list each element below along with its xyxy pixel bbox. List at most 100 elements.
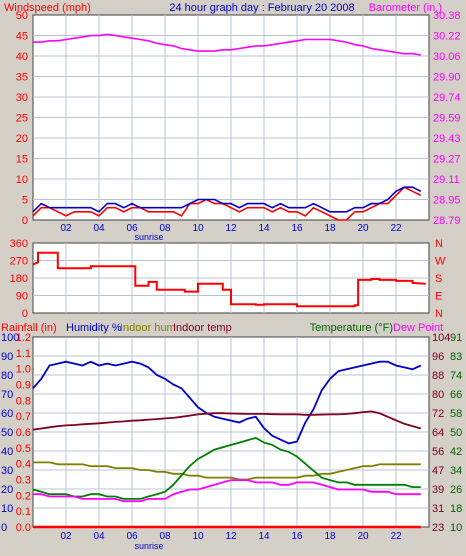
baro-y-tick-29.90: 29.90: [433, 72, 461, 84]
rain-y-tick-0.8: 0.8: [16, 395, 31, 407]
wind-y-tick-10: 10: [16, 174, 28, 186]
wind-x-tick-20: 20: [357, 223, 369, 234]
temp2-y-tick-66: 66: [450, 389, 462, 401]
series-indoor-hum: [33, 461, 421, 481]
temp-y-tick-56: 56: [432, 446, 444, 458]
humidity-y-tick-30: 30: [1, 465, 13, 477]
wind-y-tick-35: 35: [16, 72, 28, 84]
climate-x-tick-02: 02: [60, 531, 72, 542]
climate-x-tick-04: 04: [93, 531, 105, 542]
dir-y-tick-360: 360: [10, 238, 28, 250]
rain-y-tick-0.1: 0.1: [16, 506, 31, 518]
series-barometer: [33, 33, 421, 56]
baro-y-tick-29.43: 29.43: [433, 133, 461, 145]
climate-x-tick-06: 06: [126, 531, 138, 542]
legend-temperature: Temperature (°F): [310, 322, 393, 334]
baro-y-tick-28.79: 28.79: [433, 215, 461, 227]
temp2-y-tick-10: 10: [450, 522, 462, 534]
humidity-y-tick-70: 70: [1, 389, 13, 401]
baro-y-tick-30.06: 30.06: [433, 51, 461, 63]
wind-y-tick-30: 30: [16, 92, 28, 104]
dir-y-tick-270: 270: [10, 256, 28, 268]
dir-y-tick-180: 180: [10, 273, 28, 285]
rain-y-tick-1.1: 1.1: [16, 348, 31, 360]
climate-x-tick-16: 16: [291, 531, 303, 542]
humidity-y-tick-80: 80: [1, 370, 13, 382]
rain-y-tick-0.6: 0.6: [16, 427, 31, 439]
rain-y-tick-0.2: 0.2: [16, 490, 31, 502]
wind-x-tick-10: 10: [192, 223, 204, 234]
series-temperature-f: [32, 436, 421, 500]
wind-y-tick-25: 25: [16, 113, 28, 125]
graph-title: 24 hour graph day : February 20 2008: [169, 2, 354, 14]
baro-y-tick-29.11: 29.11: [433, 174, 460, 186]
wind-x-tick-06: 06: [126, 223, 138, 234]
climate-x-tick-14: 14: [258, 531, 270, 542]
baro-y-tick-30.38: 30.38: [433, 10, 461, 22]
temp-y-tick-72: 72: [432, 408, 444, 420]
humidity-y-tick-20: 20: [1, 484, 13, 496]
dir-compass-0: N: [435, 308, 443, 320]
temp-y-tick-31: 31: [432, 503, 444, 515]
rain-y-tick-0.4: 0.4: [16, 459, 31, 471]
baro-y-tick-29.27: 29.27: [433, 154, 461, 166]
legend-humidity: Humidity %: [66, 322, 122, 334]
wind-x-tick-08: 08: [159, 223, 171, 234]
rain-y-tick-0.5: 0.5: [16, 443, 31, 455]
climate-x-tick-12: 12: [225, 531, 237, 542]
wind-y-tick-50: 50: [16, 10, 28, 22]
temp-y-tick-88: 88: [432, 370, 444, 382]
baro-y-tick-28.95: 28.95: [433, 195, 461, 207]
temp2-y-tick-50: 50: [450, 427, 462, 439]
legend-indoor-temp: Indoor temp: [173, 322, 232, 334]
rain-y-tick-0.0: 0.0: [16, 522, 31, 534]
temp2-y-tick-18: 18: [450, 503, 462, 515]
humidity-y-tick-10: 10: [1, 503, 13, 515]
dir-compass-4: N: [435, 238, 443, 250]
temp2-y-tick-58: 58: [450, 408, 462, 420]
wind-y-tick-0: 0: [22, 215, 28, 227]
rain-y-tick-1.0: 1.0: [16, 364, 31, 376]
barometer-axis-title: Barometer (in.): [369, 2, 442, 14]
dir-compass-2: S: [435, 273, 442, 285]
wind-x-tick-22: 22: [390, 223, 402, 234]
temp2-y-tick-83: 83: [450, 351, 462, 363]
temp-y-tick-39: 39: [432, 484, 444, 496]
rain-y-tick-1.2: 1.2: [16, 332, 31, 344]
temp2-y-tick-91: 91: [450, 332, 462, 344]
temp2-y-tick-34: 34: [450, 465, 462, 477]
series-wind-direction: [32, 251, 426, 308]
humidity-y-tick-90: 90: [1, 351, 13, 363]
humidity-y-tick-50: 50: [1, 427, 13, 439]
legend-dew-point: Dew Point: [393, 322, 443, 334]
humidity-y-tick-100: 100: [1, 332, 19, 344]
temp-y-tick-96: 96: [432, 351, 444, 363]
baro-y-tick-29.74: 29.74: [433, 92, 461, 104]
wind-x-tick-02: 02: [60, 223, 72, 234]
wind-x-tick-12: 12: [225, 223, 237, 234]
climate-x-tick-18: 18: [324, 531, 336, 542]
baro-y-tick-29.59: 29.59: [433, 113, 461, 125]
wind-y-tick-20: 20: [16, 133, 28, 145]
humidity-y-tick-60: 60: [1, 408, 13, 420]
temp2-y-tick-74: 74: [450, 370, 462, 382]
climate-x-tick-20: 20: [357, 531, 369, 542]
legend-indoor-hum: Indoor hum: [120, 322, 176, 334]
wind-x-tick-16: 16: [291, 223, 303, 234]
series-windspeed: [32, 186, 422, 221]
wind-x-tick-18: 18: [324, 223, 336, 234]
series-dew-point: [33, 479, 421, 503]
wind-y-tick-5: 5: [22, 195, 28, 207]
legend-rainfall: Rainfall (in): [1, 322, 57, 334]
temp-y-tick-64: 64: [432, 427, 444, 439]
series-humidity: [32, 360, 422, 445]
humidity-y-tick-0: 0: [1, 522, 7, 534]
climate-x-tick-22: 22: [390, 531, 402, 542]
temp2-y-tick-42: 42: [450, 446, 462, 458]
temp-y-tick-104: 104: [432, 332, 450, 344]
rain-y-tick-0.7: 0.7: [16, 411, 31, 423]
sunrise-label-bottom: sunrise: [134, 541, 163, 551]
temp-y-tick-47: 47: [432, 465, 444, 477]
rain-y-tick-0.3: 0.3: [16, 475, 31, 487]
